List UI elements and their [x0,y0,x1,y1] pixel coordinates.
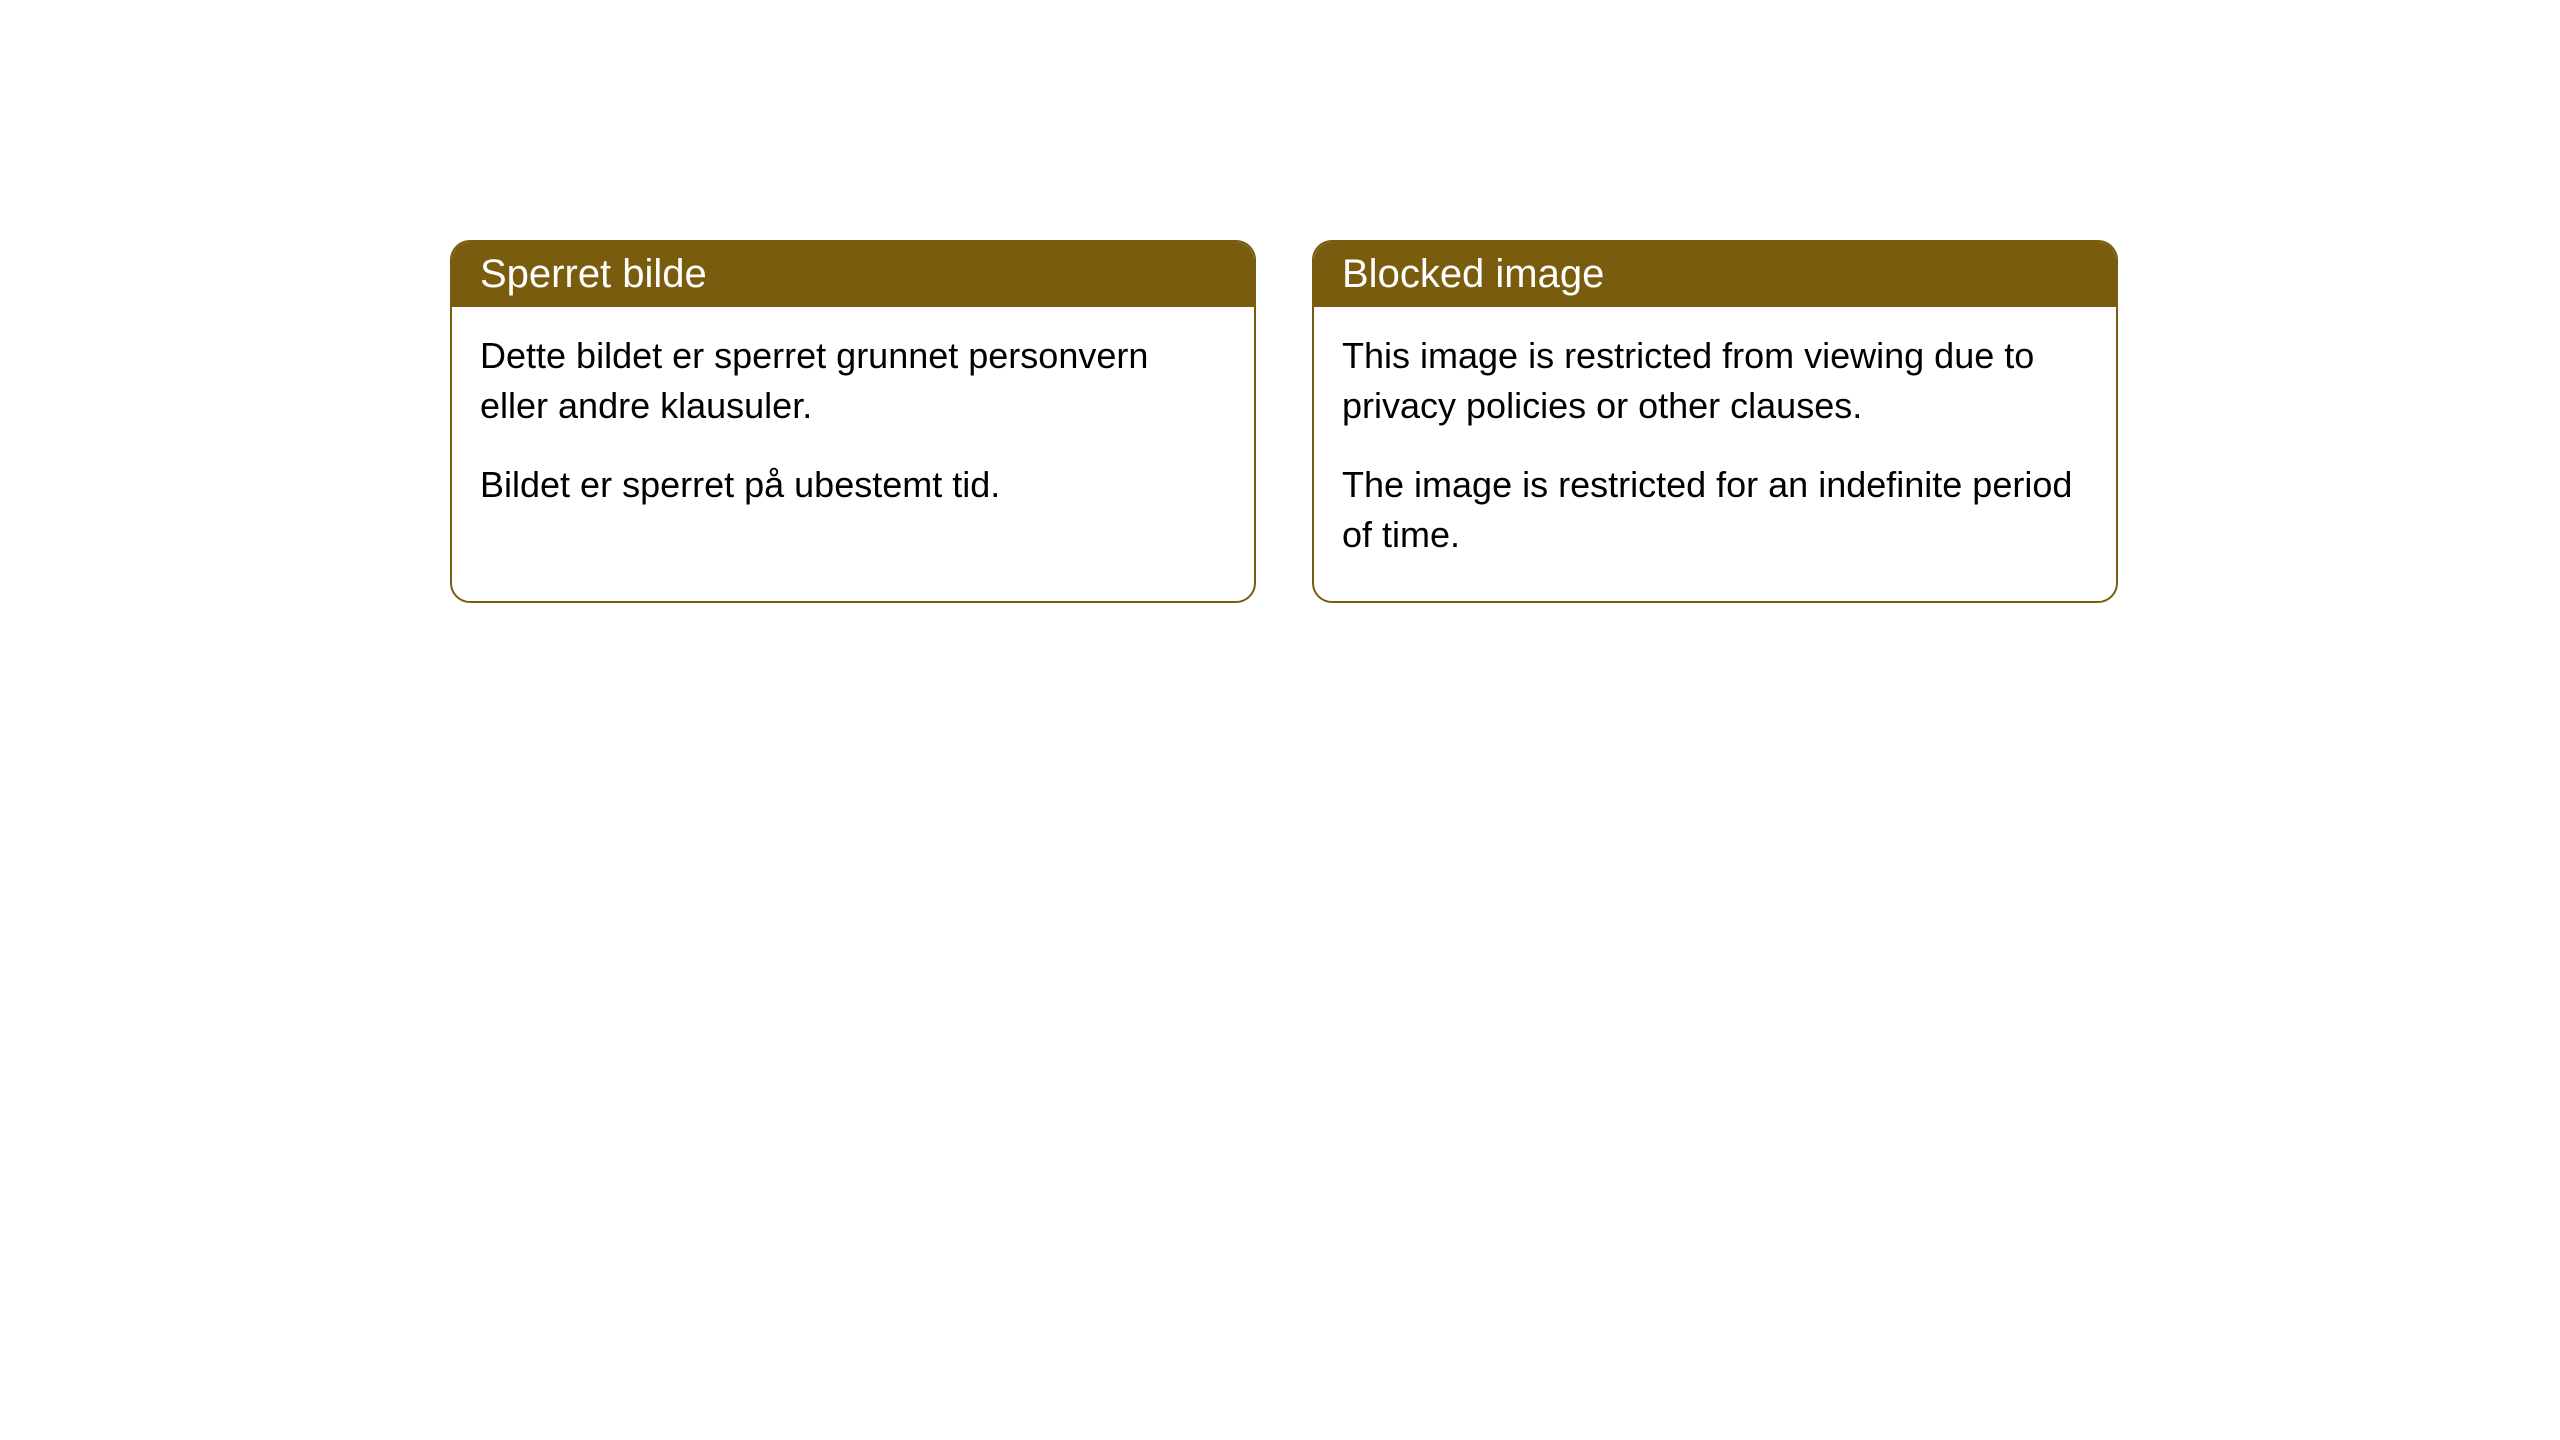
notice-header-norwegian: Sperret bilde [452,242,1254,307]
notice-body-english: This image is restricted from viewing du… [1314,307,2116,601]
notice-paragraph-english-2: The image is restricted for an indefinit… [1342,460,2088,561]
notice-container: Sperret bilde Dette bildet er sperret gr… [450,240,2118,603]
notice-header-english: Blocked image [1314,242,2116,307]
notice-card-english: Blocked image This image is restricted f… [1312,240,2118,603]
notice-paragraph-norwegian-1: Dette bildet er sperret grunnet personve… [480,331,1226,432]
notice-paragraph-english-1: This image is restricted from viewing du… [1342,331,2088,432]
notice-paragraph-norwegian-2: Bildet er sperret på ubestemt tid. [480,460,1226,510]
notice-title-norwegian: Sperret bilde [480,252,707,296]
notice-body-norwegian: Dette bildet er sperret grunnet personve… [452,307,1254,550]
notice-card-norwegian: Sperret bilde Dette bildet er sperret gr… [450,240,1256,603]
notice-title-english: Blocked image [1342,252,1604,296]
